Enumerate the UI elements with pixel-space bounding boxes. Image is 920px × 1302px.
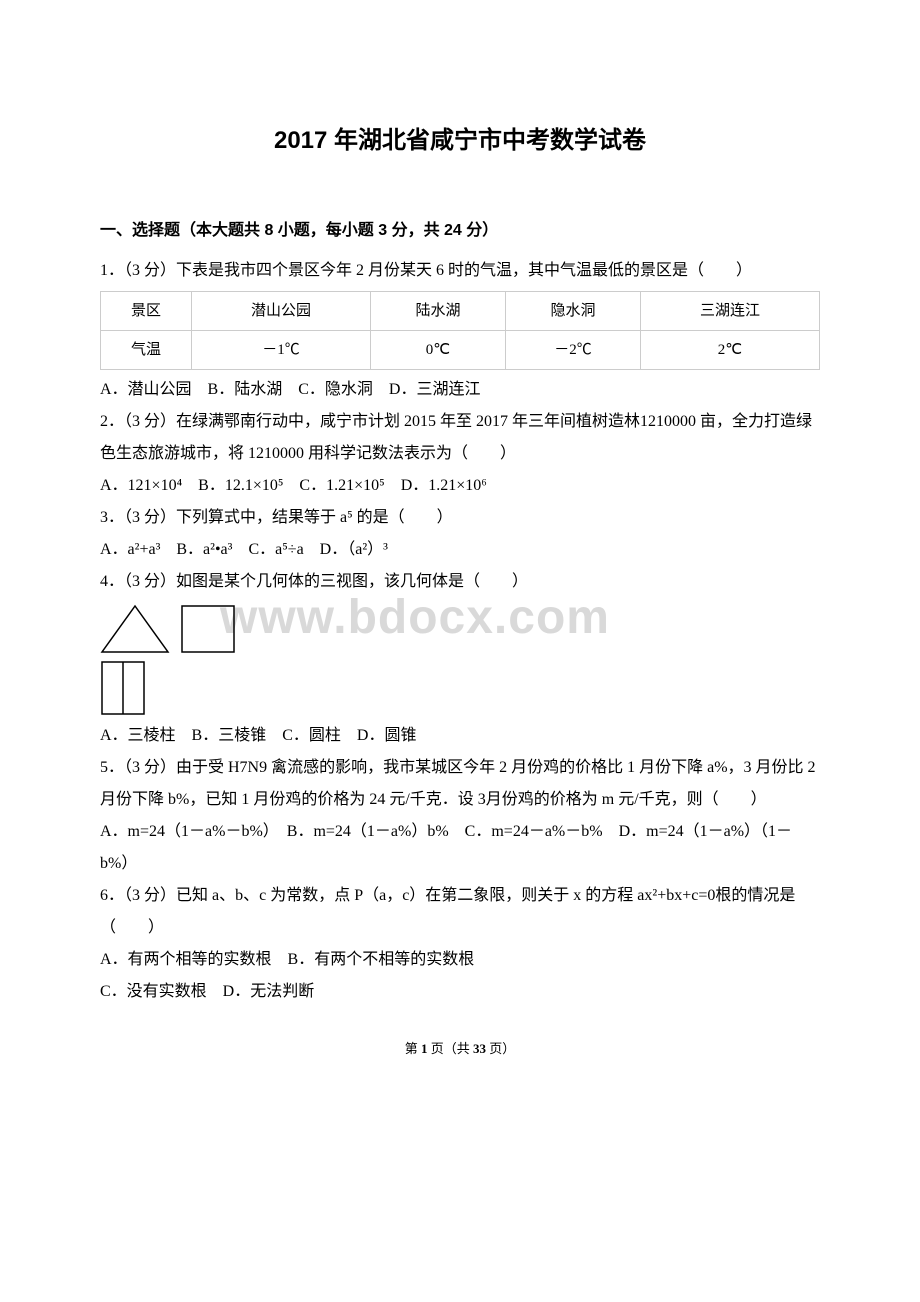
footer-text: 第	[405, 1041, 421, 1056]
split-rect-top-view-icon	[100, 660, 146, 716]
question-1-stem: 1．（3 分）下表是我市四个景区今年 2 月份某天 6 时的气温，其中气温最低的…	[100, 255, 820, 287]
triangle-front-view-icon	[100, 604, 170, 654]
question-5-stem: 5．（3 分）由于受 H7N9 禽流感的影响，我市某城区今年 2 月份鸡的价格比…	[100, 752, 820, 816]
table-cell: －1℃	[191, 331, 370, 370]
table-cell: 潜山公园	[191, 292, 370, 331]
table-cell: 陆水湖	[370, 292, 505, 331]
footer-total-pages: 33	[473, 1041, 486, 1056]
question-6-stem: 6．（3 分）已知 a、b、c 为常数，点 P（a，c）在第二象限，则关于 x …	[100, 880, 820, 944]
question-2-options: A．121×10⁴ B．12.1×10⁵ C．1.21×10⁵ D．1.21×1…	[100, 470, 820, 502]
question-1-options: A．潜山公园 B．陆水湖 C．隐水洞 D．三湖连江	[100, 374, 820, 406]
table-cell: 景区	[101, 292, 192, 331]
table-row: 景区 潜山公园 陆水湖 隐水洞 三湖连江	[101, 292, 820, 331]
page-footer: 第 1 页（共 33 页）	[100, 1038, 820, 1057]
table-cell: 2℃	[640, 331, 819, 370]
top-view-figure	[100, 660, 820, 716]
table-cell: 0℃	[370, 331, 505, 370]
question-6-options-ab: A．有两个相等的实数根 B．有两个不相等的实数根	[100, 944, 820, 976]
table-cell: 隐水洞	[505, 292, 640, 331]
three-views-figure	[100, 604, 820, 654]
table-cell: －2℃	[505, 331, 640, 370]
table-cell: 三湖连江	[640, 292, 819, 331]
question-3-stem: 3．（3 分）下列算式中，结果等于 a⁵ 的是（ ）	[100, 502, 820, 534]
question-3-options: A．a²+a³ B．a²•a³ C．a⁵÷a D．（a²）³	[100, 534, 820, 566]
question-6-options-cd: C．没有实数根 D．无法判断	[100, 976, 820, 1008]
section-heading: 一、选择题（本大题共 8 小题，每小题 3 分，共 24 分）	[100, 215, 820, 247]
table-row: 气温 －1℃ 0℃ －2℃ 2℃	[101, 331, 820, 370]
footer-text: 页（共	[427, 1041, 473, 1056]
square-side-view-icon	[180, 604, 236, 654]
question-4-options: A．三棱柱 B．三棱锥 C．圆柱 D．圆锥	[100, 720, 820, 752]
question-2-stem: 2．（3 分）在绿满鄂南行动中，咸宁市计划 2015 年至 2017 年三年间植…	[100, 406, 820, 470]
question-5-options: A．m=24（1－a%－b%） B．m=24（1－a%）b% C．m=24－a%…	[100, 816, 820, 880]
question-4-stem: 4．（3 分）如图是某个几何体的三视图，该几何体是（ ）	[100, 566, 820, 598]
page-title: 2017 年湖北省咸宁市中考数学试卷	[100, 120, 820, 155]
footer-text: 页）	[486, 1041, 515, 1056]
question-1-table: 景区 潜山公园 陆水湖 隐水洞 三湖连江 气温 －1℃ 0℃ －2℃ 2℃	[100, 291, 820, 370]
table-cell: 气温	[101, 331, 192, 370]
